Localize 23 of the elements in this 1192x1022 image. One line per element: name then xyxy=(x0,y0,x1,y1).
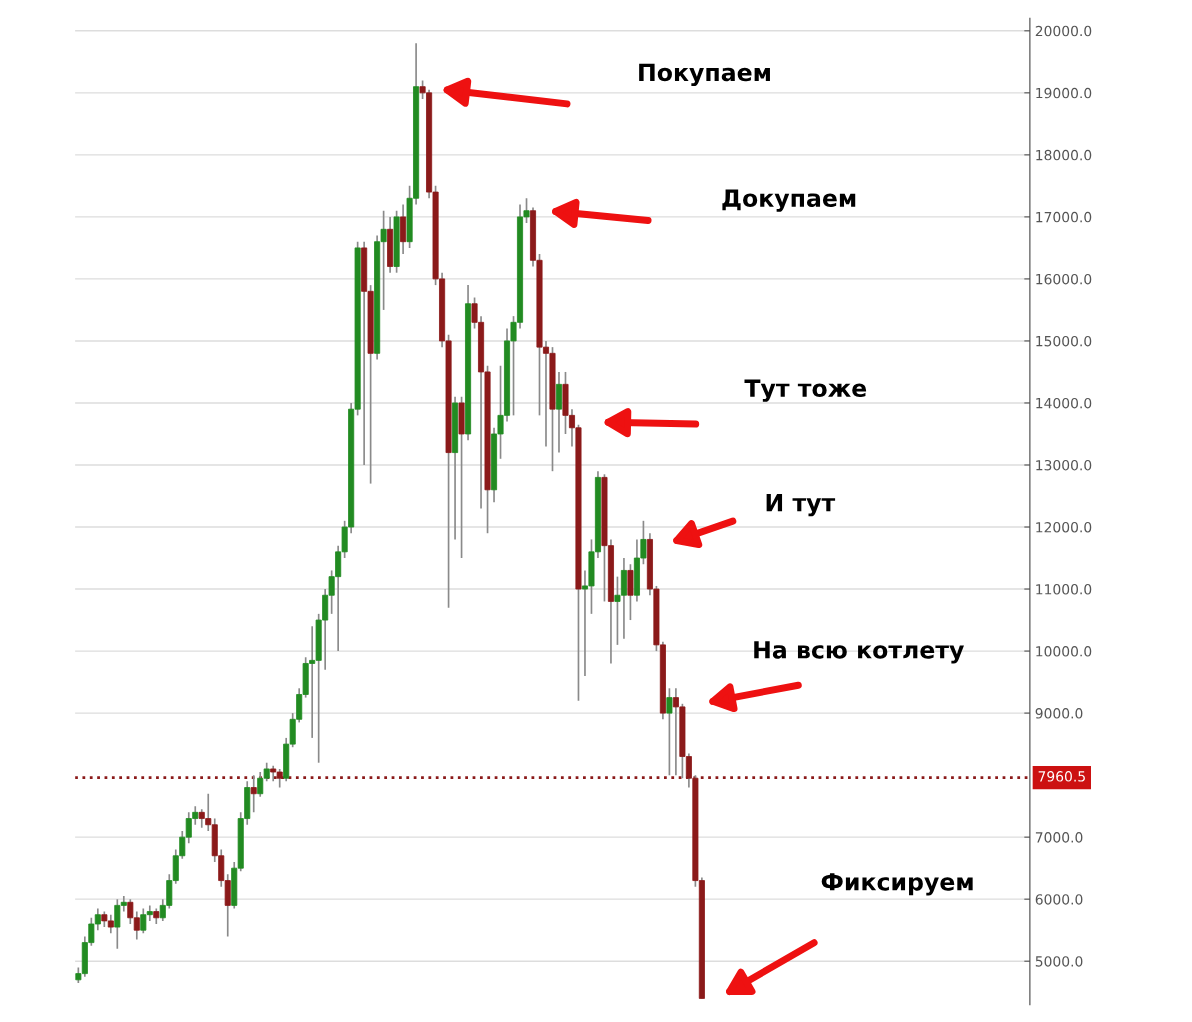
y-tick-label: 13000.0 xyxy=(1036,459,1092,471)
y-tick-label: 18000.0 xyxy=(1036,149,1092,161)
y-tick-label: 7000.0 xyxy=(1035,832,1083,843)
annotation: Тут тоже xyxy=(744,379,867,402)
y-tick-label: 19000.0 xyxy=(1036,87,1092,99)
y-tick-label: 15000.0 xyxy=(1036,335,1092,347)
annotation: Покупаем xyxy=(639,63,770,87)
ref-line-label: 7960.5 xyxy=(1038,771,1085,782)
y-tick-label: 9000.0 xyxy=(1035,708,1083,719)
y-tick-label: 20000.0 xyxy=(1035,25,1092,37)
annotation: На всю котлету xyxy=(754,641,964,664)
annotation: Докупаем xyxy=(722,189,856,212)
candlestick xyxy=(666,687,673,776)
annotation: Фиксируем xyxy=(821,873,973,896)
y-tick-label: 17000.0 xyxy=(1036,211,1092,223)
y-tick-label: 10000.0 xyxy=(1036,646,1092,657)
y-tick-label: 6000.0 xyxy=(1035,894,1083,905)
annotation: И тут xyxy=(766,493,836,517)
y-tick-label: 14000.0 xyxy=(1036,397,1092,409)
y-tick-label: 11000.0 xyxy=(1036,584,1092,595)
y-tick-label: 16000.0 xyxy=(1036,273,1092,285)
y-tick-label: 5000.0 xyxy=(1035,956,1083,967)
y-tick-label: 12000.0 xyxy=(1036,521,1092,533)
